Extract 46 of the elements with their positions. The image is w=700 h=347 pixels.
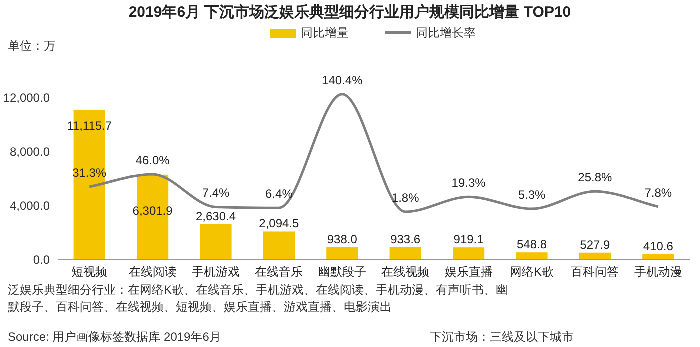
bar (326, 247, 358, 260)
data-label: 7.4% (202, 186, 230, 200)
data-label: 933.6 (390, 232, 421, 246)
data-label: 2,630.4 (196, 209, 236, 224)
chart-title: 2019年6月 下沉市场泛娱乐典型细分行业用户规模同比增量 TOP10 (128, 3, 572, 21)
y-tick-label: 4,000.0 (10, 199, 50, 213)
data-label: 5.3% (518, 188, 546, 202)
data-label: 1.8% (392, 190, 420, 205)
text: 下沉市场：三线及以下城市 (430, 330, 574, 344)
data-label: 2,094.5 (259, 216, 300, 231)
data-label: 7.8% (644, 186, 672, 200)
data-label: 938.0 (327, 232, 358, 246)
y-tick-label: 0.0 (33, 253, 50, 267)
x-tick-label: 幽默段子 (318, 265, 366, 279)
x-tick-label: 手机游戏 (192, 265, 240, 279)
text: 泛娱乐典型细分行业：在网络K歌、在线音乐、手机游戏、在线阅读、手机动漫、有声听书、幽默段子、百科问答、在线视频、短视频、娱乐直播、游戏直播、电影演出 (8, 282, 508, 316)
data-label: 25.8% (578, 170, 613, 185)
source-note: Source: 用户画像标签数据库 2019年6月 (8, 330, 222, 344)
bar (263, 232, 295, 260)
x-tick-label: 在线视频 (382, 265, 430, 279)
legend-label: 同比增量 (301, 26, 349, 40)
bar (200, 224, 232, 260)
x-tick-label: 娱乐直播 (444, 265, 493, 279)
bar (642, 254, 674, 260)
x-tick-label: 短视频 (72, 265, 108, 279)
bar (453, 248, 485, 260)
y-axis-title: 单位：万 (8, 39, 56, 53)
y-tick-label: 12,000.0 (3, 91, 50, 105)
x-tick-label: 手机动漫 (634, 265, 682, 279)
data-label: 140.4% (322, 73, 364, 88)
data-label: 19.3% (452, 176, 486, 190)
bar (579, 252, 611, 260)
legend-label: 同比增长率 (416, 26, 476, 40)
data-label: 410.6 (643, 239, 674, 254)
x-tick-label: 百科问答 (571, 265, 620, 279)
bar (390, 247, 422, 260)
data-label: 6.4% (266, 187, 294, 202)
data-label: 919.1 (454, 232, 484, 247)
x-tick-label: 在线音乐 (255, 265, 304, 279)
data-label: 527.9 (580, 238, 611, 252)
bar (516, 252, 548, 260)
data-label: 548.8 (516, 238, 548, 252)
y-tick-label: 8,000.0 (10, 145, 50, 159)
x-tick-label: 网络K歌 (510, 265, 554, 279)
data-label: 46.0% (136, 153, 170, 168)
x-tick-label: 在线阅读 (128, 265, 177, 279)
